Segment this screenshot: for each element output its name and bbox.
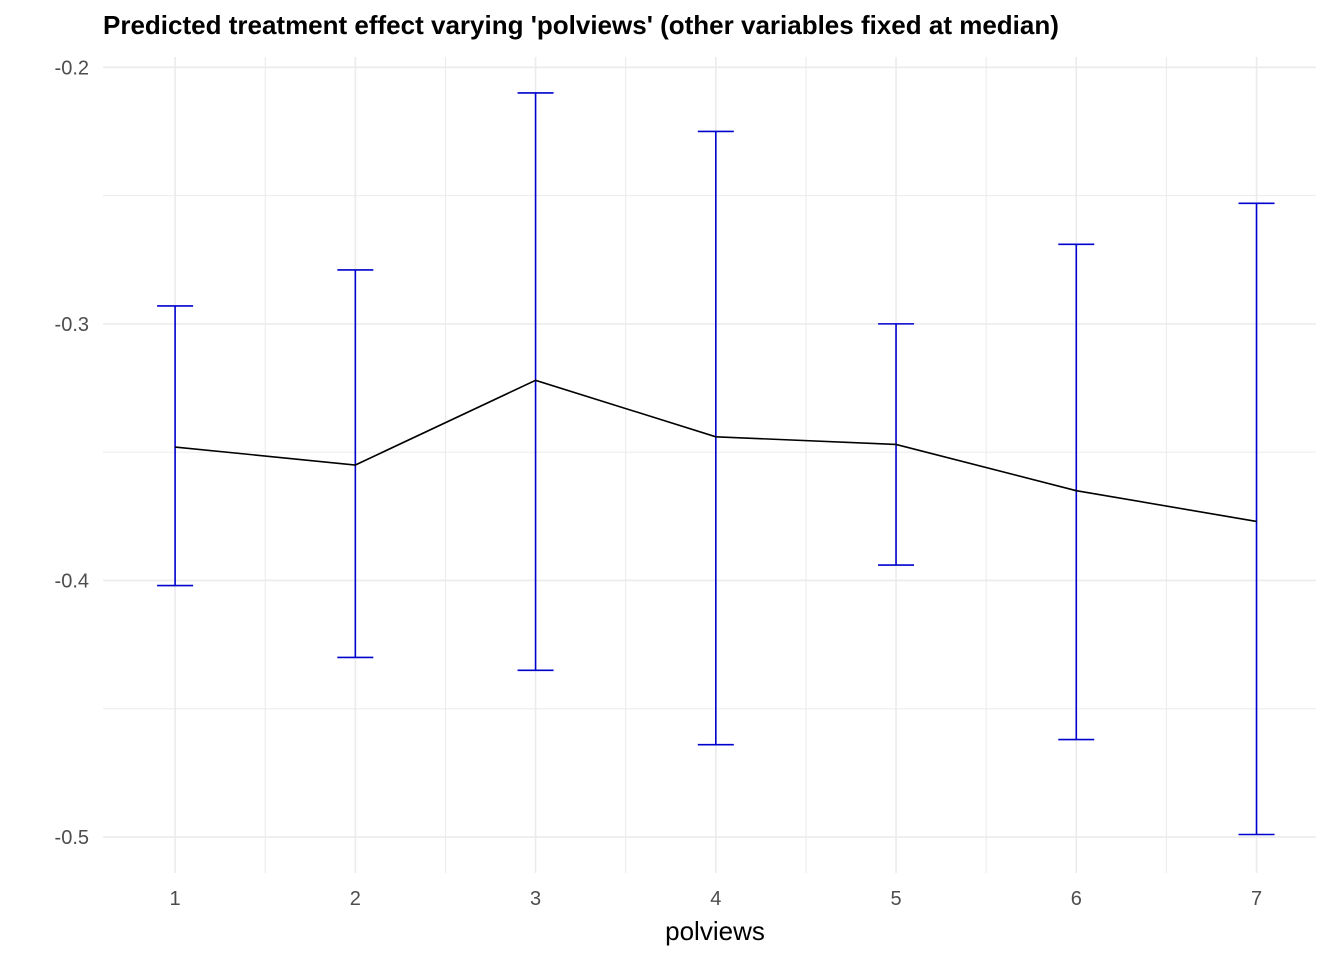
grid-major-lines	[103, 57, 1316, 873]
x-tick-label: 7	[1251, 888, 1262, 910]
x-tick-label: 3	[530, 888, 541, 910]
series-line-group	[175, 379, 1257, 523]
y-tick-label: -0.4	[55, 570, 89, 592]
x-axis-title: polviews	[665, 916, 765, 946]
y-tick-labels: -0.2 -0.3 -0.4 -0.5	[55, 57, 89, 849]
x-tick-labels: 1 2 3 4 5 6 7	[170, 888, 1263, 910]
series-line	[175, 379, 1257, 523]
x-tick-label: 1	[170, 888, 181, 910]
grid-minor-lines	[103, 57, 1316, 873]
y-tick-label: -0.3	[55, 314, 89, 336]
x-tick-label: 6	[1071, 888, 1082, 910]
error-bars	[157, 92, 1275, 836]
y-tick-label: -0.2	[55, 57, 89, 79]
x-tick-label: 2	[350, 888, 361, 910]
y-tick-label: -0.5	[55, 827, 89, 849]
chart-title: Predicted treatment effect varying 'polv…	[103, 10, 1059, 40]
x-tick-label: 5	[890, 888, 901, 910]
x-tick-label: 4	[710, 888, 721, 910]
